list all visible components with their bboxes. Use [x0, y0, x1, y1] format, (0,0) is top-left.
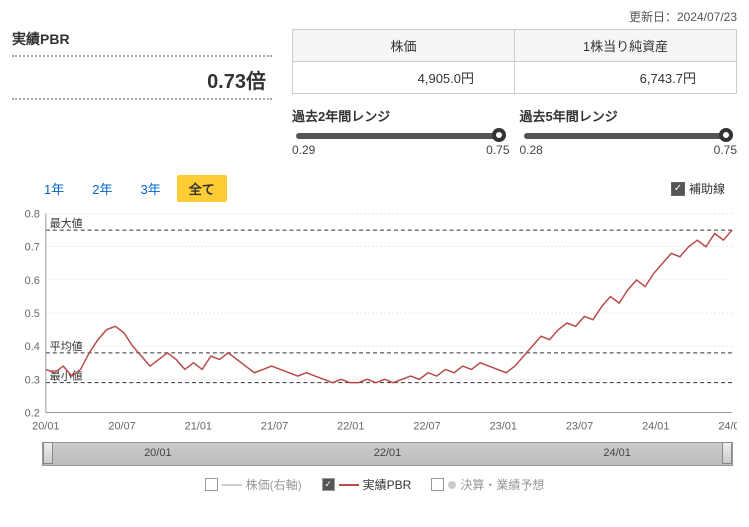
pbr-chart: 0.2 0.3 0.4 0.5 0.6 0.7 0.8 20/01 20/07 21/01 21/0…	[16, 208, 737, 438]
svg-text:21/07: 21/07	[261, 420, 288, 432]
range-5y-thumb[interactable]	[719, 128, 733, 142]
svg-text:0.2: 0.2	[25, 407, 40, 419]
svg-text:0.8: 0.8	[25, 209, 40, 221]
chart-legend: 株価(右軸) ✓ 実績PBR 決算・業績予想	[12, 476, 737, 493]
pbr-box: 実績PBR 0.73倍	[12, 29, 272, 157]
nav-label: 22/01	[374, 447, 402, 459]
svg-text:23/07: 23/07	[566, 420, 593, 432]
nav-label: 24/01	[603, 447, 631, 459]
svg-text:21/01: 21/01	[185, 420, 212, 432]
range-5y-max: 0.75	[714, 143, 737, 157]
range-5y: 過去5年間レンジ 0.28 0.75	[520, 106, 738, 157]
period-all[interactable]: 全て	[177, 175, 227, 202]
svg-text:22/01: 22/01	[337, 420, 364, 432]
range-2y-max: 0.75	[486, 143, 509, 157]
price-header: 株価	[293, 30, 515, 62]
checkbox-icon	[431, 478, 444, 491]
legend-price-label: 株価(右軸)	[246, 476, 302, 493]
legend-dot-icon	[448, 481, 456, 489]
price-value: 4,905.0円	[293, 62, 515, 94]
period-3y[interactable]: 3年	[128, 175, 172, 202]
bps-header: 1株当り純資産	[515, 30, 737, 62]
svg-text:20/07: 20/07	[108, 420, 135, 432]
pbr-label: 実績PBR	[12, 29, 272, 57]
svg-text:0.3: 0.3	[25, 374, 40, 386]
update-date: 更新日：2024/07/23	[12, 8, 737, 25]
svg-text:24/07: 24/07	[718, 420, 737, 432]
svg-text:23/01: 23/01	[490, 420, 517, 432]
checkbox-icon: ✓	[322, 478, 335, 491]
range-2y-min: 0.29	[292, 143, 315, 157]
legend-pbr-label: 実績PBR	[363, 476, 412, 493]
range-2y: 過去2年間レンジ 0.29 0.75	[292, 106, 510, 157]
chart-navigator[interactable]: 20/01 22/01 24/01	[42, 442, 733, 466]
svg-text:24/01: 24/01	[642, 420, 669, 432]
svg-text:22/07: 22/07	[413, 420, 440, 432]
legend-price[interactable]: 株価(右軸)	[205, 476, 302, 493]
range-5y-min: 0.28	[520, 143, 543, 157]
nav-label: 20/01	[144, 447, 172, 459]
check-icon: ✓	[671, 182, 685, 196]
range-2y-title: 過去2年間レンジ	[292, 106, 510, 125]
period-1y[interactable]: 1年	[32, 175, 76, 202]
aux-line-toggle[interactable]: ✓ 補助線	[671, 180, 725, 197]
svg-text:0.4: 0.4	[25, 341, 40, 353]
svg-text:0.7: 0.7	[25, 242, 40, 254]
range-5y-title: 過去5年間レンジ	[520, 106, 738, 125]
svg-text:最大値: 最大値	[50, 216, 83, 230]
svg-text:0.6: 0.6	[25, 275, 40, 287]
legend-pbr[interactable]: ✓ 実績PBR	[322, 476, 412, 493]
period-2y[interactable]: 2年	[80, 175, 124, 202]
aux-line-label: 補助線	[689, 180, 725, 197]
range-2y-thumb[interactable]	[492, 128, 506, 142]
range-5y-slider[interactable]	[524, 133, 734, 139]
range-2y-slider[interactable]	[296, 133, 506, 139]
checkbox-icon	[205, 478, 218, 491]
metrics-table: 株価 1株当り純資産 4,905.0円 6,743.7円	[292, 29, 737, 94]
svg-text:平均値: 平均値	[50, 340, 83, 353]
legend-line-icon	[222, 484, 242, 486]
bps-value: 6,743.7円	[515, 62, 737, 94]
pbr-value: 0.73倍	[12, 57, 272, 100]
nav-handle-right[interactable]	[722, 442, 732, 464]
svg-text:0.5: 0.5	[25, 308, 40, 320]
legend-line-icon	[339, 484, 359, 486]
legend-forecast[interactable]: 決算・業績予想	[431, 476, 544, 493]
svg-text:20/01: 20/01	[32, 420, 59, 432]
legend-forecast-label: 決算・業績予想	[460, 476, 544, 493]
